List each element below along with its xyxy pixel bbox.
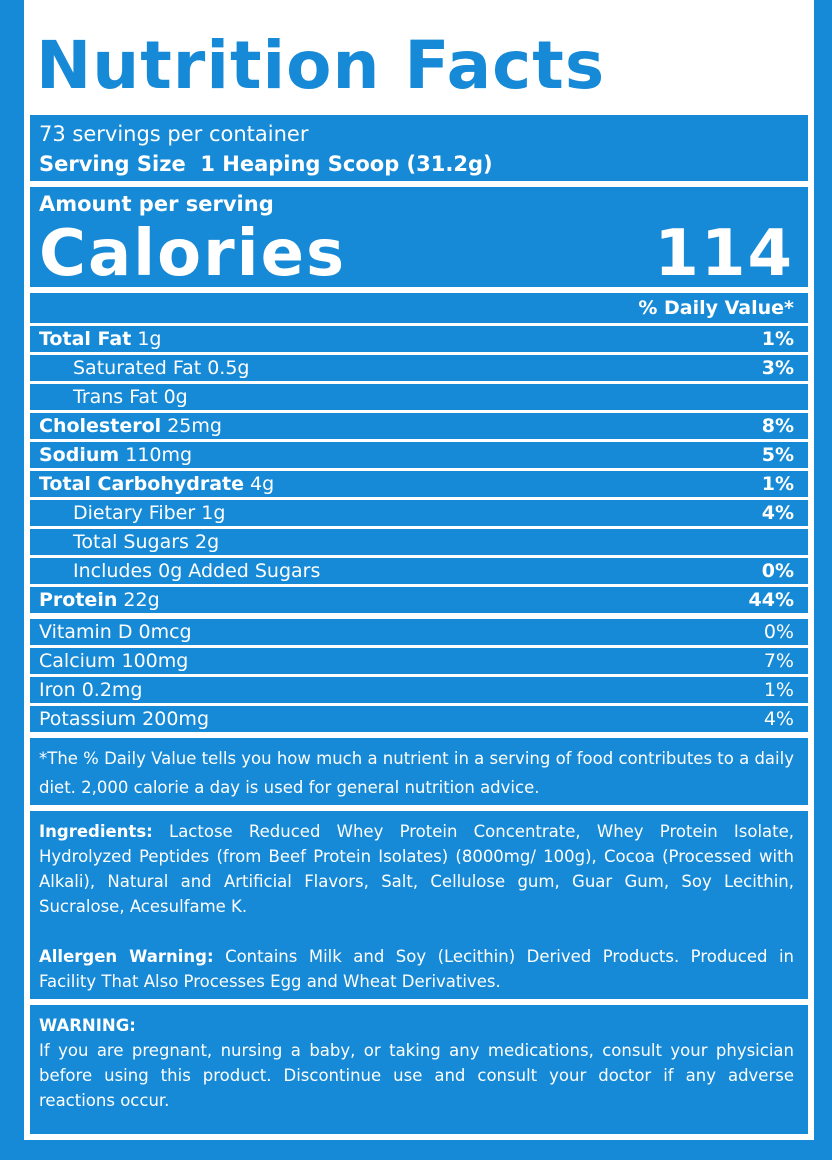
vitamin-row: Calcium 100mg 7% [30, 648, 808, 677]
nutrient-dv: 8% [761, 415, 794, 437]
footnote: *The % Daily Value tells you how much a … [39, 749, 794, 797]
vitamin-name: Calcium 100mg [39, 650, 189, 672]
ingredients-label: Ingredients: [39, 822, 153, 841]
nutrient-amount: 1g [201, 502, 226, 524]
nutrient-dv: 3% [761, 357, 794, 379]
nutrient-name: Saturated Fat [73, 357, 202, 379]
nutrient-amount: 25mg [167, 415, 222, 437]
nutrient-amount: 110mg [125, 444, 193, 466]
vitamin-row: Vitamin D 0mcg 0% [30, 619, 808, 648]
servings: 73 servings per container [39, 122, 309, 146]
vitamin-dv: 7% [763, 650, 794, 672]
nutrient-name: Dietary Fiber [73, 502, 196, 524]
nutrient-name: Protein [39, 589, 118, 611]
calories-label: Calories [39, 217, 347, 291]
nutrient-name: Sodium [39, 444, 120, 466]
nutrient-row: Includes 0g Added Sugars 0% [30, 558, 808, 587]
vitamin-dv: 0% [763, 621, 794, 643]
serving-size-label: Serving Size [39, 152, 186, 176]
warning-label: WARNING: [39, 1016, 136, 1035]
vitamin-name: Vitamin D 0mcg [39, 621, 192, 643]
nutrient-amount: 22g [123, 589, 160, 611]
nutrient-name: Total Fat [39, 328, 132, 350]
nutrient-row: Total Carbohydrate 4g 1% [30, 471, 808, 500]
nutrient-dv: 0% [761, 560, 794, 582]
nutrient-row: Protein 22g 44% [30, 587, 808, 619]
nutrient-name-cell: Trans Fat 0g [39, 386, 188, 408]
nutrient-name-cell: Protein 22g [39, 589, 160, 611]
vitamin-row: Potassium 200mg 4% [30, 706, 808, 738]
nutrient-dv: 4% [761, 502, 794, 524]
allergen-label: Allergen Warning: [39, 947, 214, 966]
ingredients-block: Ingredients: Lactose Reduced Whey Protei… [30, 811, 808, 1005]
calories-value: 114 [654, 217, 794, 291]
nutrient-name: Trans Fat [73, 386, 158, 408]
nutrient-row: Saturated Fat 0.5g 3% [30, 355, 808, 384]
nutrients: Total Fat 1g 1% Saturated Fat 0.5g 3% Trans … [30, 326, 808, 619]
dv-header: % Daily Value* [638, 297, 794, 319]
nutrient-name-cell: Cholesterol 25mg [39, 415, 222, 437]
dv-header-row: % Daily Value* [30, 293, 808, 326]
vitamin-dv: 1% [763, 679, 794, 701]
nutrient-name-cell: Total Carbohydrate 4g [39, 473, 274, 495]
nutrient-row: Trans Fat 0g [30, 384, 808, 413]
nutrient-amount: 4g [250, 473, 275, 495]
nutrient-amount: 0.5g [207, 357, 250, 379]
nutrient-amount: 1g [137, 328, 162, 350]
nutrient-row: Cholesterol 25mg 8% [30, 413, 808, 442]
amount-label: Amount per serving [39, 192, 274, 216]
calories-row: Calories 114 [39, 221, 794, 287]
allergen: Allergen Warning: Contains Milk and Soy … [39, 944, 794, 994]
serving-block: 73 servings per container Serving Size 1… [30, 115, 808, 187]
warning-text: If you are pregnant, nursing a baby, or … [39, 1041, 794, 1110]
vitamins: Vitamin D 0mcg 0% Calcium 100mg 7% Iron 0.2m… [30, 619, 808, 738]
title-bar: Nutrition Facts [24, 0, 814, 115]
nutrient-name-cell: Sodium 110mg [39, 444, 192, 466]
nutrient-row: Dietary Fiber 1g 4% [30, 500, 808, 529]
serving-size: Serving Size 1 Heaping Scoop (31.2g) [39, 149, 794, 179]
nutrient-dv: 44% [748, 589, 794, 611]
nutrient-amount: 2g [194, 531, 220, 553]
nutrient-name-cell: Saturated Fat 0.5g [39, 357, 250, 379]
allergen-text: Contains Milk and Soy (Lecithin) Derived… [39, 947, 795, 991]
nutrient-name: Cholesterol [39, 415, 162, 437]
vitamin-name: Iron 0.2mg [39, 679, 143, 701]
nutrient-row: Total Sugars 2g [30, 529, 808, 558]
warning-block: WARNING: If you are pregnant, nursing a … [30, 1005, 808, 1123]
nutrient-dv: 1% [761, 473, 794, 495]
nutrient-name: Total Sugars [73, 531, 189, 553]
nutrient-name: Includes 0g Added Sugars [73, 560, 321, 582]
nutrient-dv: 5% [761, 444, 794, 466]
nutrient-name-cell: Total Sugars 2g [39, 531, 219, 553]
nutrient-row: Sodium 110mg 5% [30, 442, 808, 471]
calories-block: Amount per serving Calories 114 [30, 187, 808, 293]
frame [24, 22, 814, 1140]
nutrient-amount: 0g [163, 386, 188, 408]
nutrient-name-cell: Dietary Fiber 1g [39, 502, 225, 524]
vitamin-name: Potassium 200mg [39, 708, 209, 730]
nutrient-name-cell: Total Fat 1g [39, 328, 162, 350]
label-panel: 73 servings per container Serving Size 1… [30, 115, 808, 1123]
title: Nutrition Facts [36, 27, 606, 104]
ingredients: Ingredients: Lactose Reduced Whey Protei… [39, 819, 794, 919]
footnote-block: *The % Daily Value tells you how much a … [30, 738, 808, 811]
ingredients-text: Lactose Reduced Whey Protein Concentrate… [39, 822, 795, 916]
serving-size-value: 1 Heaping Scoop (31.2g) [200, 152, 493, 176]
nutrient-name-cell: Includes 0g Added Sugars [39, 560, 320, 582]
nutrient-name: Total Carbohydrate [39, 473, 244, 495]
nutrient-dv: 1% [761, 328, 794, 350]
vitamin-dv: 4% [763, 708, 794, 730]
vitamin-row: Iron 0.2mg 1% [30, 677, 808, 706]
nutrient-row: Total Fat 1g 1% [30, 326, 808, 355]
